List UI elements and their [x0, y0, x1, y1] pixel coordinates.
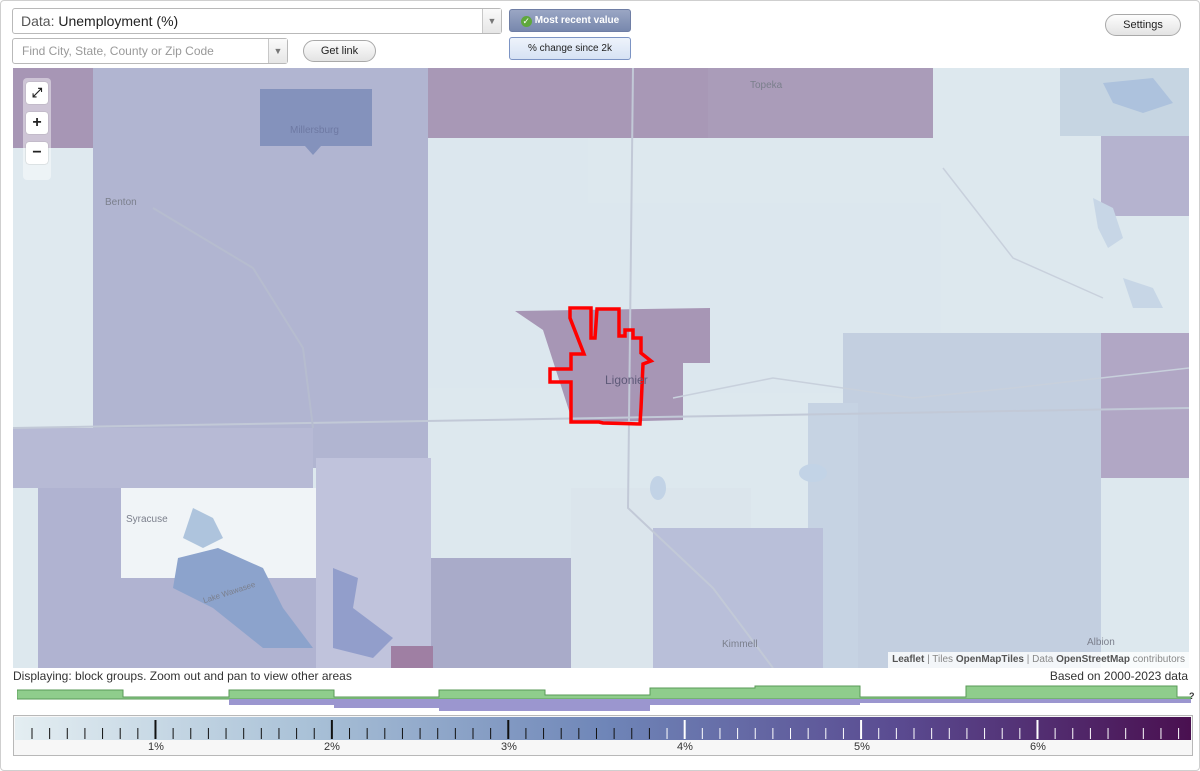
unknown-marker: ? [1189, 691, 1195, 701]
histogram-green [17, 685, 1191, 700]
zoom-in-button[interactable]: + [26, 112, 48, 134]
leaflet-link[interactable]: Leaflet [892, 654, 925, 665]
chevron-down-icon[interactable]: ▼ [268, 39, 287, 63]
openstreetmap-link[interactable]: OpenStreetMap [1056, 654, 1130, 665]
legend-label: 6% [1030, 741, 1046, 753]
place-label: Topeka [750, 80, 783, 91]
data-range-info: Based on 2000-2023 data [1049, 669, 1188, 683]
attribution-text: contributors [1129, 654, 1185, 665]
legend-label: 1% [148, 741, 164, 753]
chevron-down-icon[interactable]: ▼ [482, 9, 501, 33]
most-recent-value-toggle[interactable]: ✓ Most recent value [509, 9, 631, 32]
search-placeholder: Find City, State, County or Zip Code [22, 44, 214, 58]
most-recent-value-label: Most recent value [534, 15, 620, 26]
attribution-text: | Tiles [924, 654, 956, 665]
data-select[interactable]: Data: Unemployment (%) ▼ [12, 8, 502, 34]
map-canvas [13, 68, 1189, 668]
get-link-button[interactable]: Get link [303, 40, 376, 62]
search-input[interactable]: Find City, State, County or Zip Code ▼ [12, 38, 288, 64]
distribution-histogram [17, 685, 1191, 711]
legend-label: 4% [677, 741, 693, 753]
data-select-value: Unemployment (%) [58, 13, 179, 29]
map-attribution: Leaflet | Tiles OpenMapTiles | Data Open… [888, 652, 1189, 668]
place-label: Syracuse [126, 514, 168, 525]
data-select-prefix: Data: [21, 13, 55, 29]
place-label: Benton [105, 197, 137, 208]
zoom-controls: ⤢ + − [23, 78, 51, 180]
fullscreen-icon[interactable]: ⤢ [26, 82, 48, 104]
percent-change-toggle[interactable]: % change since 2k [509, 37, 631, 60]
zoom-out-button[interactable]: − [26, 142, 48, 164]
display-info: Displaying: block groups. Zoom out and p… [13, 669, 352, 683]
place-label: Millersburg [290, 125, 339, 136]
legend-label: 5% [854, 741, 870, 753]
legend-ticks [31, 720, 1180, 739]
legend-label: 2% [324, 741, 340, 753]
check-icon: ✓ [520, 16, 532, 27]
legend-label: 3% [501, 741, 517, 753]
histogram-purple [17, 699, 1191, 711]
openmaptiles-link[interactable]: OpenMapTiles [955, 654, 1024, 665]
legend-scale [15, 717, 1191, 740]
choropleth-map[interactable]: ⤢ + − Topeka Millersburg Benton Ligonier… [13, 68, 1189, 668]
color-legend: 1% 2% 3% 4% 5% 6% [13, 715, 1193, 756]
settings-button[interactable]: Settings [1105, 14, 1181, 36]
place-label: Ligonier [605, 373, 648, 387]
attribution-text: | Data [1024, 654, 1057, 665]
ligonier-outline [548, 306, 655, 426]
place-label: Kimmell [722, 639, 758, 650]
place-label: Albion [1087, 637, 1115, 648]
